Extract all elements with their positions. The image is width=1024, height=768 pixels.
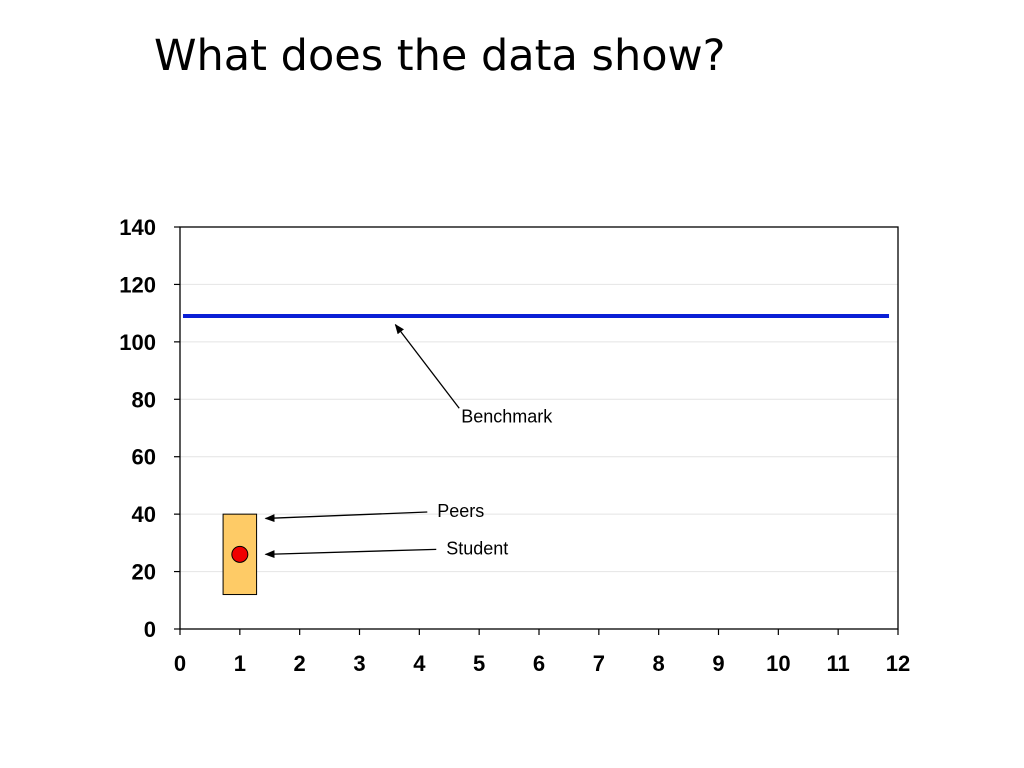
y-tick-label: 100 — [119, 330, 156, 355]
x-tick-label: 0 — [174, 651, 186, 676]
chart-marks — [182, 314, 890, 596]
x-tick-label: 9 — [712, 651, 724, 676]
x-tick-label: 6 — [533, 651, 545, 676]
benchmark-annotation-label: Benchmark — [461, 406, 553, 426]
peers_range-annotation-label: Peers — [437, 501, 484, 521]
x-tick-label: 10 — [766, 651, 790, 676]
x-tick-label: 1 — [234, 651, 246, 676]
y-tick-label: 80 — [132, 387, 156, 412]
x-tick-label: 8 — [653, 651, 665, 676]
benchmark-arrow — [394, 323, 460, 409]
x-tick-label: 7 — [593, 651, 605, 676]
plot-area-frame — [179, 226, 899, 630]
x-tick-label: 3 — [353, 651, 365, 676]
student-annotation-label: Student — [446, 538, 508, 558]
slide-title: What does the data show? — [154, 31, 726, 81]
x-axis-ticks: 0 1 2 3 4 5 6 7 8 9 10 11 12 — [174, 629, 910, 676]
peers_range-arrow — [264, 511, 428, 523]
x-tick-label: 12 — [886, 651, 910, 676]
y-axis-ticks: 0 20 40 60 80 100 120 140 — [119, 215, 180, 642]
y-tick-label: 40 — [132, 502, 156, 527]
student-arrow — [264, 548, 437, 559]
x-tick-label: 2 — [294, 651, 306, 676]
y-tick-label: 120 — [119, 272, 156, 297]
chart-annotations: Benchmark Peers Student — [264, 323, 553, 559]
y-tick-label: 60 — [132, 445, 156, 470]
x-tick-label: 5 — [473, 651, 485, 676]
x-tick-label: 11 — [827, 651, 850, 676]
y-tick-label: 140 — [119, 215, 156, 240]
grid-lines — [180, 283, 898, 573]
student-point — [231, 545, 249, 563]
x-tick-label: 4 — [413, 651, 426, 676]
y-tick-label: 0 — [144, 617, 156, 642]
y-tick-label: 20 — [132, 560, 156, 585]
